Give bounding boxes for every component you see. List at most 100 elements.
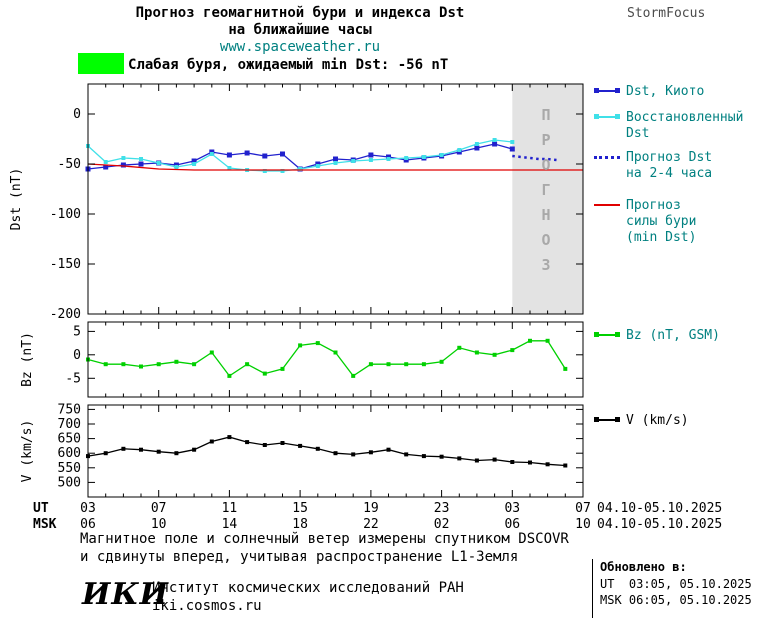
- y-tick-label: -200: [50, 307, 81, 322]
- data-marker: [333, 350, 338, 355]
- data-marker: [262, 153, 268, 159]
- legend-restored-dst: Восстановленный Dst: [594, 110, 743, 142]
- data-marker: [120, 162, 126, 168]
- x-tick-msk: 02: [434, 517, 450, 532]
- data-marker: [474, 145, 480, 151]
- date-range-ut: 04.10-05.10.2025: [597, 501, 722, 516]
- series-line: [87, 139, 513, 172]
- panel-frame: [87, 404, 584, 498]
- data-marker: [139, 364, 143, 369]
- legend-sample-restored: [594, 110, 620, 125]
- data-marker: [351, 452, 356, 457]
- data-marker: [492, 457, 497, 462]
- series-line: [87, 143, 513, 170]
- data-marker: [563, 463, 568, 468]
- data-marker: [351, 373, 356, 378]
- x-tick-msk: 10: [151, 517, 167, 532]
- data-marker: [174, 359, 179, 364]
- data-marker: [103, 362, 108, 367]
- data-marker: [510, 348, 515, 353]
- square-marker-icon: [615, 332, 620, 337]
- brand-label: StormFocus: [627, 6, 706, 21]
- data-marker: [528, 338, 532, 343]
- square-marker-icon: [594, 332, 599, 337]
- square-marker-icon: [594, 88, 599, 93]
- data-marker: [103, 451, 108, 456]
- data-marker: [421, 362, 426, 367]
- data-marker: [545, 338, 550, 343]
- legend-v: V (km/s): [594, 413, 689, 429]
- iki-url: iki.cosmos.ru: [152, 598, 262, 614]
- data-marker: [439, 153, 444, 157]
- data-marker: [457, 345, 462, 350]
- square-marker-icon: [615, 88, 620, 93]
- data-marker: [262, 371, 267, 376]
- y-axis-label: Dst (nT): [9, 168, 24, 231]
- x-tick-msk: 22: [363, 517, 379, 532]
- storm-level-swatch: [78, 53, 124, 74]
- storm-alert-text: Слабая буря, ожидаемый min Dst: -56 nT: [128, 57, 449, 73]
- y-tick-label: 0: [73, 348, 81, 363]
- data-marker: [404, 156, 409, 160]
- data-marker: [333, 451, 338, 456]
- chart-panel-0: 0 -50 -100 -150 -200 Dst (nT): [9, 83, 584, 322]
- data-marker: [563, 366, 568, 371]
- legend-sample-bz: [594, 328, 620, 343]
- title-line1: Прогноз геомагнитной бури и индекса Dst: [135, 5, 465, 21]
- data-marker: [156, 449, 161, 454]
- y-tick-label: 550: [58, 461, 81, 476]
- data-marker: [280, 151, 285, 157]
- data-marker: [103, 164, 109, 170]
- spaceweather-url: www.spaceweather.ru: [219, 39, 381, 55]
- data-marker: [226, 152, 232, 158]
- page-title-block: Прогноз геомагнитной бури и индекса Dst …: [55, 5, 545, 56]
- legend-label: Прогноз Dst на 2-4 часа: [626, 150, 712, 182]
- data-marker: [280, 169, 285, 173]
- forecast-watermark: ПРОГНОЗ: [537, 106, 555, 281]
- data-marker: [474, 350, 479, 355]
- y-axis-label: V (km/s): [20, 420, 35, 483]
- data-marker: [492, 352, 497, 357]
- legend-label: Прогноз силы бури (min Dst): [626, 198, 696, 246]
- divider: [592, 559, 593, 618]
- legend-label-line: Восстановленный: [626, 110, 744, 125]
- title-line2: на ближайшие часы: [228, 22, 372, 38]
- data-marker: [368, 152, 374, 158]
- x-tick-ut: 23: [434, 501, 450, 516]
- data-marker: [404, 452, 409, 457]
- data-marker: [298, 443, 303, 448]
- data-marker: [404, 362, 409, 367]
- panel-frame: [87, 321, 584, 398]
- footnote-line2: и сдвинуты вперед, учитывая распростране…: [80, 549, 519, 565]
- data-marker: [121, 156, 126, 160]
- y-tick-label: 750: [58, 402, 81, 417]
- data-marker: [103, 160, 108, 164]
- data-marker: [386, 447, 391, 452]
- data-marker: [386, 157, 391, 161]
- data-marker: [315, 341, 320, 346]
- data-marker: [138, 161, 144, 167]
- legend-label: V (km/s): [626, 413, 689, 428]
- legend-label-line: силы бури: [626, 214, 697, 229]
- data-marker: [421, 155, 426, 159]
- data-marker: [439, 359, 444, 364]
- data-marker: [209, 439, 214, 444]
- data-marker: [209, 152, 214, 156]
- legend-storm-forecast: Прогноз силы бури (min Dst): [594, 198, 696, 246]
- data-marker: [139, 157, 143, 161]
- x-tick-ut: 07: [151, 501, 167, 516]
- square-marker-icon: [594, 114, 599, 119]
- y-tick-label: -5: [65, 371, 81, 386]
- updated-ut: UT 03:05, 05.10.2025: [600, 577, 752, 591]
- data-marker: [510, 140, 515, 144]
- legend-dst-kyoto: Dst, Киото: [594, 84, 704, 100]
- legend-label-line: (min Dst): [626, 230, 697, 245]
- ut-row-label: UT: [33, 501, 49, 516]
- data-marker: [174, 451, 179, 456]
- chart-panel-1: 5 0 -5 Bz (nT): [20, 321, 584, 398]
- y-tick-label: 5: [73, 324, 81, 339]
- data-marker: [227, 435, 232, 440]
- data-marker: [121, 446, 126, 451]
- legend-line: [594, 116, 620, 118]
